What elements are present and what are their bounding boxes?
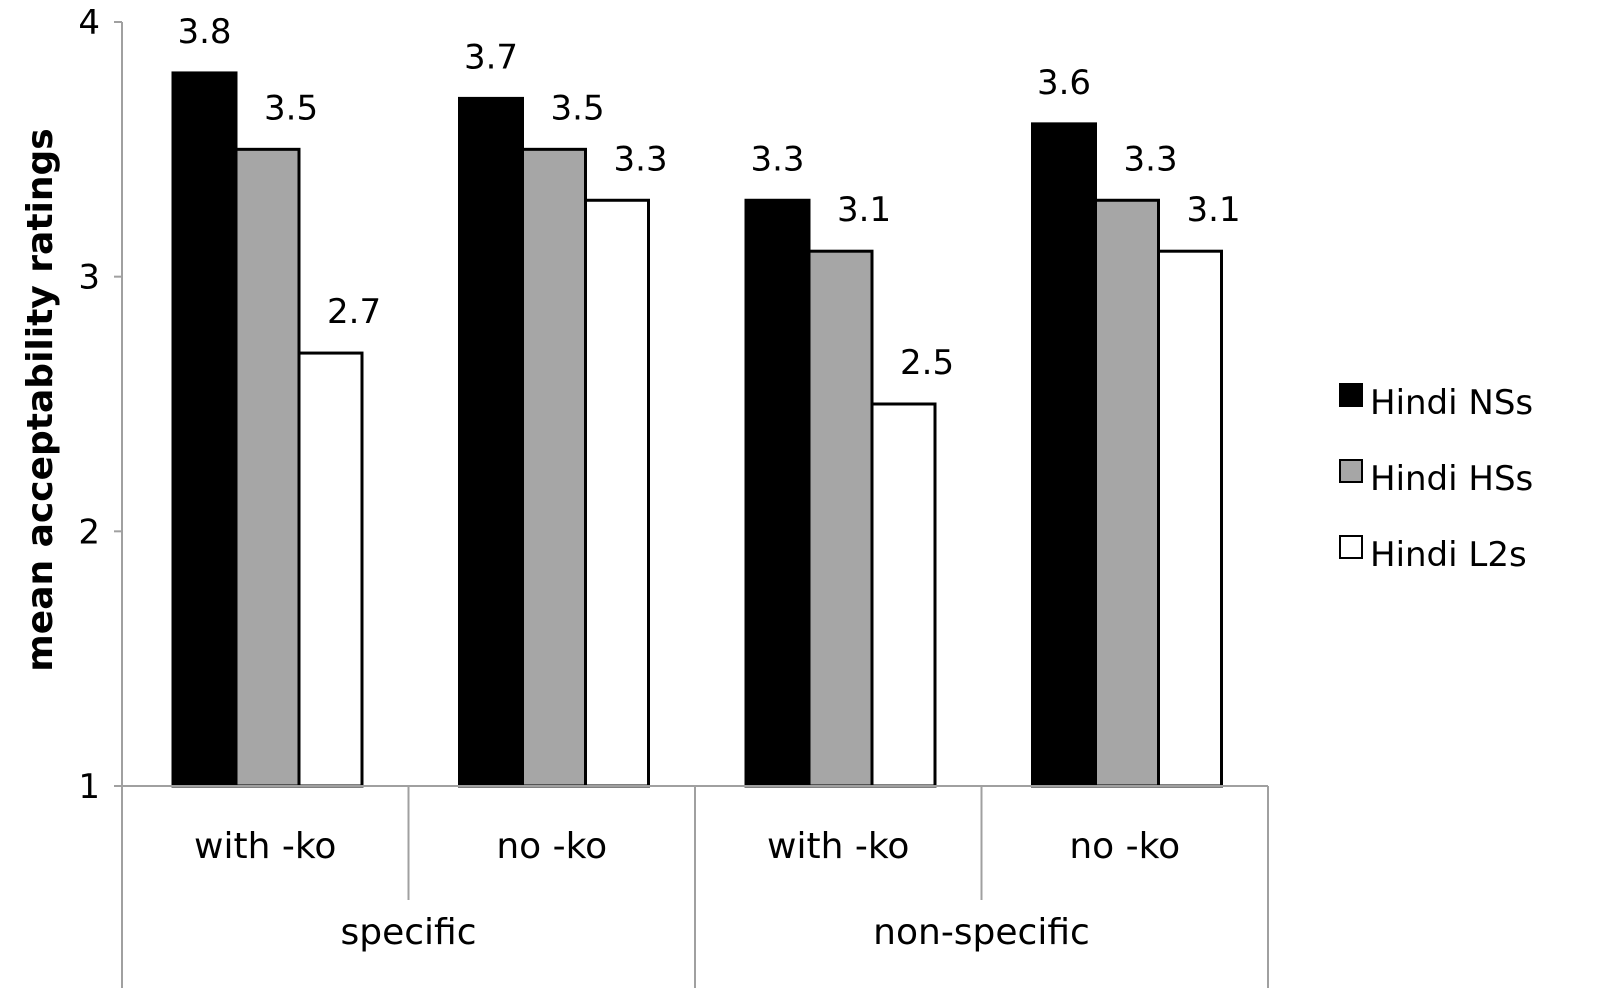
data-label: 3.1 xyxy=(837,190,891,230)
group-label: specific xyxy=(340,912,476,953)
legend-label: Hindi HSs xyxy=(1370,459,1533,499)
data-label: 2.7 xyxy=(327,292,381,332)
legend-swatch xyxy=(1339,459,1363,483)
legend-swatch xyxy=(1339,535,1363,559)
bar-hindi-nss xyxy=(744,198,811,788)
category-label: no -ko xyxy=(1069,826,1180,867)
bar-hindi-nss xyxy=(458,96,524,788)
category-label: with -ko xyxy=(767,826,909,867)
data-label: 2.5 xyxy=(900,343,954,383)
y-tick-label: 4 xyxy=(78,3,100,43)
legend-swatch xyxy=(1339,383,1363,407)
data-label: 3.5 xyxy=(264,88,318,128)
bar-hindi-l2s xyxy=(1157,249,1223,788)
y-axis: 1 2 3 4 xyxy=(78,3,123,807)
y-tick-label: 2 xyxy=(78,512,100,552)
y-tick-label: 1 xyxy=(78,767,100,807)
category-label: no -ko xyxy=(496,826,607,867)
bar-hindi-hss xyxy=(807,249,874,788)
x-axis: with -ko no -ko with -ko no -ko specific non-… xyxy=(121,785,1269,988)
legend: Hindi NSs Hindi HSs Hindi L2s xyxy=(1339,383,1533,575)
data-labels: 3.83.73.33.63.5 3.53.13.32.73.32.53.1 xyxy=(177,12,1240,383)
legend-label: Hindi NSs xyxy=(1370,383,1533,423)
y-tick-label: 3 xyxy=(78,258,100,298)
data-label: 3.7 xyxy=(464,37,518,77)
data-label: 3.6 xyxy=(1037,63,1091,103)
category-label: with -ko xyxy=(194,826,336,867)
bars xyxy=(171,71,1223,788)
bar-hindi-hss xyxy=(234,147,301,788)
data-label: 3.3 xyxy=(614,139,668,179)
data-label: 3.1 xyxy=(1187,190,1241,230)
data-label: 3.3 xyxy=(750,139,804,179)
data-label: 3.8 xyxy=(177,12,231,52)
y-axis-title: mean acceptability ratings xyxy=(20,128,61,671)
bar-hindi-hss xyxy=(1094,198,1160,788)
bar-hindi-hss xyxy=(521,147,587,788)
bar-hindi-l2s xyxy=(870,402,937,788)
data-label: 3.3 xyxy=(1124,139,1178,179)
bar-hindi-l2s xyxy=(297,351,364,788)
data-label: 3.5 xyxy=(551,88,605,128)
group-label: non-specific xyxy=(873,912,1090,953)
bar-hindi-nss xyxy=(171,71,238,788)
bar-hindi-l2s xyxy=(584,198,650,788)
legend-label: Hindi L2s xyxy=(1370,535,1527,575)
bar-hindi-nss xyxy=(1031,122,1097,788)
